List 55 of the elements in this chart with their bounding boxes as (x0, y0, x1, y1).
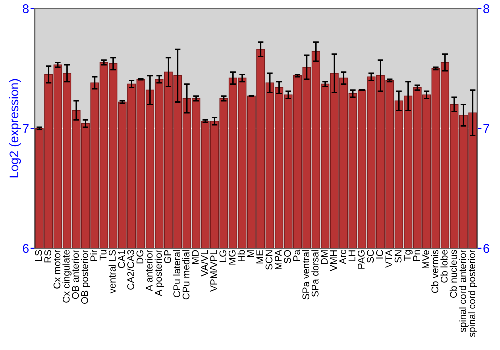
y-axis-title: Log2 (expression) (9, 79, 22, 178)
x-tick-label: MD (192, 250, 199, 264)
x-tick-label: Pn (413, 250, 420, 261)
x-tick-label: LH (348, 250, 356, 262)
x-tick-label: Tu (100, 250, 107, 261)
x-tick-label: PAG (358, 250, 365, 269)
x-tick-label: CPu medial (182, 250, 190, 300)
x-tick-label: Tg (404, 250, 413, 262)
y-tick-label: 7 (23, 124, 29, 134)
x-tick-label: Pa (294, 250, 300, 261)
y2-tick-label: 8 (484, 4, 490, 14)
x-tick-label: Pir (90, 250, 98, 261)
x-tick-label: Cx motor (54, 250, 61, 289)
x-tick-label: VTA (386, 250, 392, 268)
x-tick-label: Arc (340, 250, 346, 264)
x-tick-label: Cb lobe (440, 250, 448, 283)
x-tick-label: spinal cord anterior (459, 250, 468, 332)
x-tick-label: SPa dorsal (312, 250, 319, 297)
x-tick-label: VMH (330, 250, 338, 272)
x-tick-label: MG (228, 250, 236, 265)
x-tick-label: IC (376, 250, 384, 259)
y2-tick-label: 6 (484, 244, 490, 254)
x-tick-label: Hb (238, 250, 246, 262)
x-tick-label: A anterior (146, 250, 153, 292)
x-tick-label: OB anterior (72, 250, 80, 300)
x-tick-label: DM (321, 250, 328, 264)
x-tick-label: Cb nucleus (450, 250, 458, 298)
x-tick-label: A posterior (154, 250, 164, 296)
x-tick-label: SO (284, 250, 292, 264)
x-tick-label: MVe (422, 250, 430, 269)
y-tick-label: 6 (23, 244, 29, 254)
x-tick-label: RS (44, 250, 52, 263)
x-tick-label: spinal cord posterior (468, 250, 478, 338)
x-tick-label: DG (136, 250, 144, 264)
x-tick-label: SN (394, 250, 402, 263)
x-tick-label: Cx cingulate (62, 250, 72, 303)
x-tick-label: SC (367, 250, 374, 263)
x-tick-label: VA/VL (201, 250, 208, 277)
x-tick-label: LS (35, 250, 42, 261)
x-tick-label: CA1 (118, 250, 126, 268)
y2-tick-label: 7 (484, 124, 490, 134)
x-tick-label: GP (164, 250, 172, 264)
y-tick-label: 8 (23, 4, 29, 14)
x-tick-label: VPM/VPL (210, 250, 218, 292)
x-tick-label: SPa ventral (302, 250, 310, 300)
x-tick-label: CA2/CA3 (127, 250, 134, 290)
x-tick-label: MPA (275, 250, 282, 270)
x-tick-label: CPu lateral (173, 250, 180, 298)
x-tick-label: OB posterior (81, 250, 90, 304)
x-tick-label: M (247, 250, 254, 258)
x-tick-label: Cb vermis (431, 250, 439, 294)
x-tick-label: LG (220, 250, 227, 262)
x-tick-label: ventral LS (108, 250, 116, 294)
x-tick-label: SCN (266, 250, 273, 270)
x-tick-label: ME (256, 250, 264, 264)
